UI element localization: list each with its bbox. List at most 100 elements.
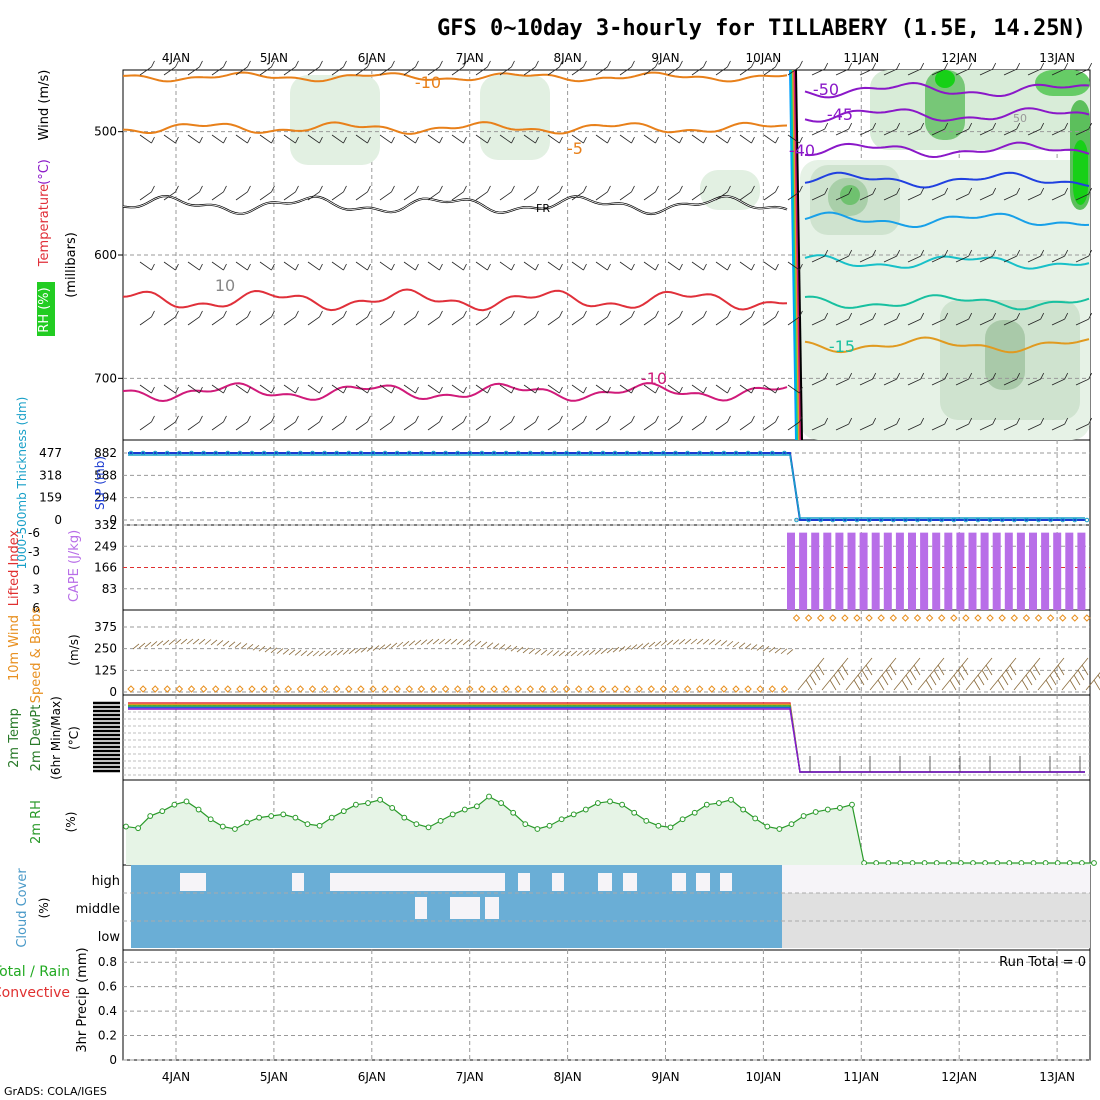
wind-barb-flag: [968, 372, 973, 380]
thickness-marker: [298, 450, 303, 456]
wind-barb: [499, 316, 512, 326]
x-tick-label: 9JAN: [651, 1070, 679, 1084]
wind-barb: [211, 66, 224, 76]
wind-barb-flag: [968, 62, 973, 70]
rh2m-point: [994, 860, 1001, 866]
wind-barb-flag: [463, 136, 467, 144]
thickness-marker: [249, 450, 255, 456]
wind-barb-10m: [378, 644, 386, 651]
rh2m-point: [958, 860, 964, 866]
wind-barb-flag: [439, 310, 443, 318]
wind-barb-flag: [751, 263, 755, 271]
wind-barb-10m: [342, 649, 350, 655]
thickness-marker: [491, 450, 497, 456]
wind-barb-flag: [319, 185, 323, 193]
wind-barb: [571, 421, 584, 431]
wind-barb-10m-flag: [861, 669, 869, 681]
wind-barb: [163, 191, 176, 201]
wind-barb-flag: [1016, 62, 1021, 70]
wind-barb-flag: [727, 263, 731, 271]
wind-barb-flag: [703, 415, 707, 423]
wind-speed-marker: [986, 614, 994, 622]
rh2m-point: [570, 811, 577, 818]
wind-barb: [667, 134, 680, 144]
discontinuity-line: [793, 69, 802, 441]
wind-barb: [907, 128, 921, 136]
wind-barb-flag: [223, 185, 227, 193]
rh2m-point: [413, 821, 420, 828]
wind-barb-10m: [720, 640, 728, 646]
rh2m-area: [126, 796, 1094, 865]
wind-barb-10m: [270, 647, 278, 654]
thickness-marker: [1036, 517, 1041, 523]
x-tick-label: 13JAN: [1039, 1070, 1075, 1084]
cloud-gap: [672, 873, 686, 891]
wind-barb: [475, 191, 488, 201]
wind-barb-flag: [295, 136, 299, 144]
wind-barb: [1051, 423, 1065, 431]
wind-barb-flag: [775, 136, 779, 144]
temp-line: [128, 703, 1085, 773]
cape-bar: [811, 532, 820, 610]
thickness-marker: [842, 517, 848, 523]
thickness-marker: [1060, 517, 1065, 523]
thickness-marker: [128, 450, 134, 456]
wind-barb: [955, 68, 969, 76]
cape-bar: [968, 532, 977, 610]
wind-barb-10m: [797, 657, 825, 691]
cloud-gap: [194, 873, 206, 891]
wind-barb: [595, 66, 608, 76]
x-tick-label: 7JAN: [456, 51, 484, 65]
isotherm-line: [122, 121, 788, 135]
rh2m-point: [546, 822, 553, 829]
wind-barb: [643, 316, 656, 326]
wind-barb: [547, 261, 560, 271]
cape-bar: [895, 532, 904, 610]
rh2m-point: [534, 826, 541, 832]
wind-speed-marker: [429, 685, 438, 693]
wind-barb: [451, 134, 464, 144]
rh2m-point: [171, 801, 178, 808]
wind-barb-10m-flag: [1057, 664, 1065, 676]
wind-barb: [427, 66, 440, 76]
wind-barb: [427, 421, 440, 431]
wind-barb-flag: [559, 60, 563, 68]
wind-barb-10m-flag: [1005, 669, 1013, 681]
wind-barb-10m: [204, 639, 212, 645]
cape-bar: [1077, 532, 1086, 610]
cloud-gap: [552, 873, 564, 891]
wind-barb-flag: [487, 136, 491, 144]
thickness-marker: [455, 450, 461, 456]
wind-barb-10m-flag: [961, 664, 969, 676]
wind-barb-flag: [439, 263, 443, 271]
y-axis-label-thickness: 1000-500mb Thickness (dm): [15, 397, 29, 570]
wind-barb-10m: [941, 657, 969, 691]
wind-barb: [403, 66, 416, 76]
wind-barb: [787, 316, 800, 326]
thickness-marker: [673, 450, 678, 456]
y-axis-label-cape: CAPE (J/kg): [67, 530, 82, 602]
wind-barb-flag: [727, 60, 731, 68]
wind-barb-flag: [751, 185, 755, 193]
slp-line: [128, 452, 1085, 521]
wind-barb-10m: [821, 657, 849, 691]
wind-barb-flag: [896, 249, 901, 257]
wind-barb-10m: [690, 638, 698, 645]
wind-speed-marker: [647, 685, 656, 693]
wind-barb-flag: [367, 263, 371, 271]
wind-barb-10m: [228, 641, 236, 648]
wind-barb: [403, 261, 416, 271]
panels: 500600700-10-5FR10-10-50-45-40-1550Wind …: [0, 60, 1100, 1067]
wind-barb: [475, 384, 488, 394]
x-tick-label: 10JAN: [746, 1070, 782, 1084]
wind-barb-10m-flag: [1009, 664, 1017, 676]
wind-speed-marker: [272, 685, 280, 693]
wind-barb-flag: [439, 386, 443, 394]
wind-barb: [139, 66, 152, 76]
wind-barb-flag: [872, 249, 877, 257]
wind-barb: [379, 66, 392, 76]
wind-barb-flag: [679, 136, 683, 144]
wind-barb-flag: [607, 60, 611, 68]
y-tick-label-slp: 0: [109, 513, 117, 527]
wind-barb: [499, 66, 512, 76]
